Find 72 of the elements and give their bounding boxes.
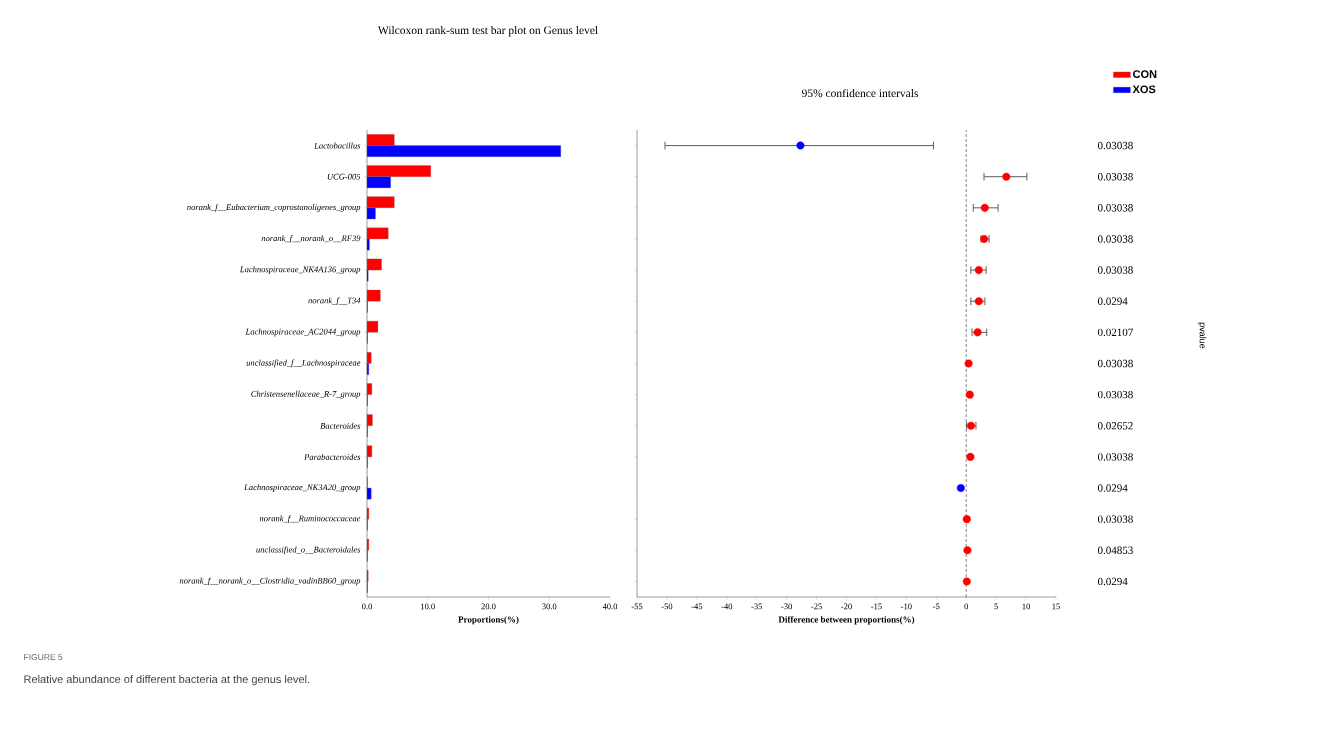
- y-tick-label: norank_f__Eubacterium_coprostanoligenes_group: [187, 203, 361, 212]
- text: 0.03038: [1097, 141, 1133, 150]
- chart-title: 95% confidence intervals: [801, 88, 919, 98]
- text: 0.03038: [1097, 390, 1133, 399]
- text: 0.04853: [1097, 546, 1133, 555]
- x-tick-label: -40: [721, 603, 733, 610]
- text: Relative abundance of different bacteria at the genus level.: [24, 675, 310, 686]
- x-tick-label: -10: [901, 603, 912, 610]
- x-tick-label: 30.0: [542, 603, 557, 610]
- text: 0.0294: [1097, 577, 1128, 586]
- x-tick-label: -25: [811, 603, 822, 610]
- y-tick-label: Parabacteroides: [304, 453, 361, 460]
- point: [974, 266, 983, 275]
- point: [973, 328, 982, 337]
- text: 0.02107: [1097, 328, 1133, 337]
- legend-label: XOS: [1132, 85, 1156, 94]
- chart-title: Wilcoxon rank-sum test bar plot on Genus level: [377, 26, 598, 37]
- text: 0.03038: [1097, 235, 1133, 243]
- y-tick-label: norank_f__norank_o__Clostridia_vadinBB60_group: [179, 577, 361, 586]
- y-tick-label: UCG-005: [327, 173, 361, 180]
- point: [964, 359, 973, 368]
- text: 0.03038: [1097, 172, 1133, 181]
- x-tick-label: 10: [1022, 603, 1030, 610]
- x-tick-label: -15: [871, 603, 882, 610]
- x-tick-label: -35: [751, 603, 763, 610]
- y-tick-label: Lachnospiraceae_AC2044_group: [245, 328, 361, 337]
- x-tick-label: -30: [781, 603, 792, 610]
- text: 0.0294: [1097, 297, 1128, 305]
- point: [962, 577, 971, 586]
- legend-label: CON: [1133, 70, 1157, 78]
- point: [965, 390, 974, 399]
- point: [980, 203, 989, 212]
- x-tick-label: -20: [841, 603, 852, 610]
- text: 0.03038: [1097, 453, 1133, 461]
- x-tick-label: 15: [1052, 603, 1060, 610]
- text: 0.03038: [1097, 359, 1133, 368]
- y-tick-label: unclassified_f__Lachnospiraceae: [246, 359, 361, 368]
- x-tick-label: -45: [691, 603, 703, 610]
- y2-axis-title: pvalue: [1197, 322, 1207, 349]
- x-tick-label: -50: [661, 603, 673, 610]
- caption: FIGURE 5: [24, 654, 63, 661]
- y-tick-label: unclassified_o__Bacteroidales: [256, 546, 361, 555]
- y-tick-label: Lachnospiraceae_NK4A136_group: [239, 266, 361, 274]
- text: 0.03038: [1097, 515, 1133, 523]
- point: [963, 546, 972, 555]
- x-tick-label: -55: [631, 603, 643, 610]
- y-tick-label: Christensenellaceae_R-7_group: [251, 390, 361, 399]
- y-tick-label: Lactobacillus: [314, 142, 361, 149]
- x-axis-title: Proportions(%): [458, 616, 519, 625]
- x-tick-label: 0.0: [362, 603, 372, 610]
- point: [956, 484, 965, 493]
- y-tick-label: norank_f__T34: [308, 297, 361, 306]
- text: 0.03038: [1097, 266, 1133, 274]
- x-tick-label: 40.0: [602, 603, 618, 610]
- text: 0.02652: [1097, 422, 1133, 430]
- y-tick-label: norank_f__Ruminococcaceae: [259, 515, 361, 524]
- y-tick-label: Bacteroides: [320, 422, 361, 429]
- x-tick-label: -5: [933, 603, 940, 610]
- x-tick-label: 10.0: [421, 603, 435, 610]
- y-tick-label: Lachnospiraceae_NK3A20_group: [244, 484, 361, 492]
- text: 0.03038: [1097, 204, 1133, 212]
- point: [796, 141, 805, 150]
- point: [966, 452, 975, 461]
- text: 0.0294: [1097, 484, 1128, 492]
- point: [974, 297, 983, 306]
- x-axis-title: Difference between proportions(%): [778, 616, 915, 625]
- x-tick-label: 20.0: [481, 603, 496, 610]
- point: [962, 515, 971, 524]
- x-tick-label: 0: [964, 603, 969, 610]
- x-tick-label: 5: [994, 603, 998, 610]
- point: [1002, 172, 1011, 181]
- y-tick-label: norank_f__norank_o__RF39: [261, 235, 361, 243]
